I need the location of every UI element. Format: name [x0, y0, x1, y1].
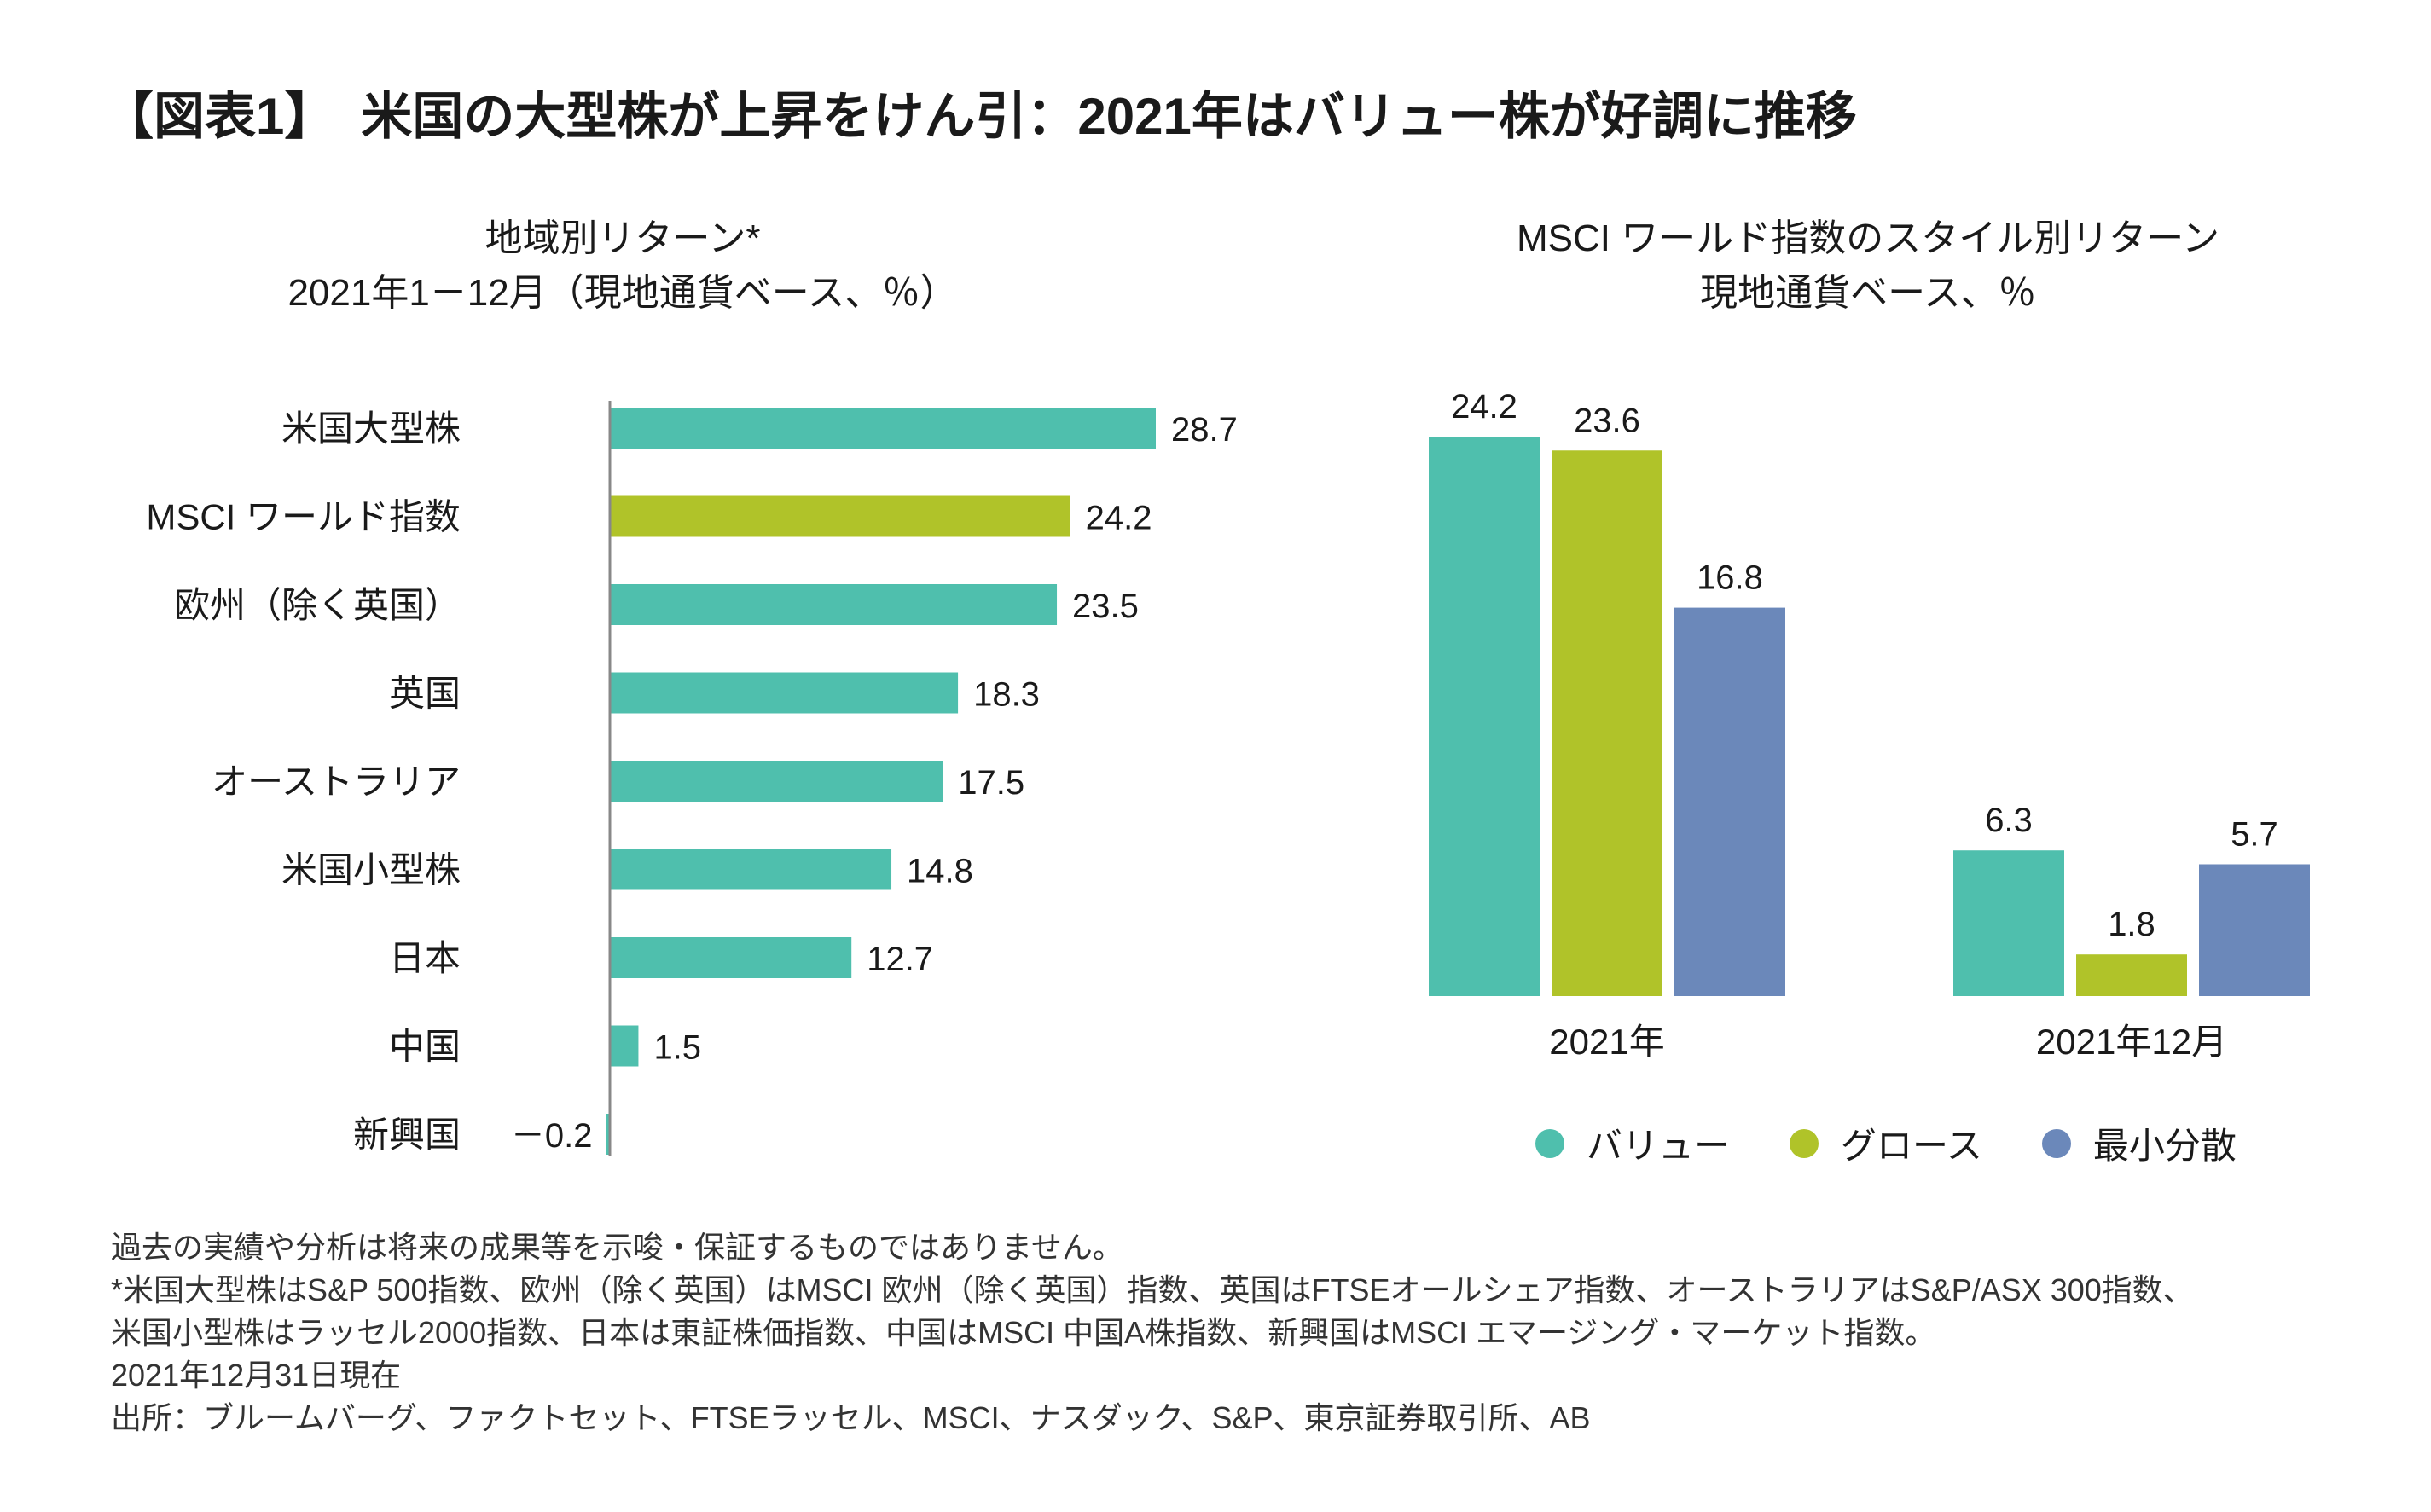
region-category-label: 中国	[389, 1027, 461, 1067]
left-chart-subtitle: 2021年1－12月（現地通貨ベース、％）	[287, 272, 958, 314]
legend-item-value: バリュー	[1535, 1117, 1730, 1169]
region-category-label: 英国	[389, 674, 461, 714]
legend-dot-value	[1535, 1128, 1564, 1158]
region-bar	[610, 761, 943, 802]
legend-label-growth: グロース	[1841, 1126, 1982, 1166]
legend-label-value: バリュー	[1587, 1126, 1731, 1166]
style-category-label: 2021年	[1549, 1022, 1664, 1062]
region-value-label: 18.3	[973, 676, 1040, 714]
region-bar	[610, 672, 959, 714]
region-bar	[606, 1114, 610, 1155]
region-value-label: 28.7	[1171, 411, 1238, 449]
style-value-label: 23.6	[1574, 402, 1640, 439]
style-value-label: 5.7	[2231, 815, 2278, 853]
region-category-label: 米国大型株	[281, 408, 461, 449]
style-category-label: 2021年12月	[2036, 1022, 2227, 1062]
footnotes: 過去の実績や分析は将来の成果等を示唆・保証するものではありません。 *米国大型株…	[111, 1226, 2194, 1440]
footnote-disclaimer: 過去の実績や分析は将来の成果等を示唆・保証するものではありません。	[111, 1230, 1123, 1265]
footnote-as-of-date: 2021年12月31日現在	[111, 1358, 402, 1393]
region-bar	[610, 1025, 639, 1067]
region-bar	[610, 495, 1070, 537]
left-chart-header: 地域別リターン* 2021年1－12月（現地通貨ベース、％）	[281, 211, 964, 321]
style-value-label: 24.2	[1451, 388, 1517, 426]
right-chart-subtitle: 現地通貨ベース、％	[1700, 272, 2036, 314]
style-bar	[1429, 437, 1540, 996]
region-category-label: 新興国	[353, 1115, 461, 1155]
style-bar	[1552, 450, 1662, 996]
footnote-index-definitions-2: 米国小型株はラッセル2000指数、日本は東証株価指数、中国はMSCI 中国A株指…	[111, 1315, 1936, 1350]
region-category-label: 米国小型株	[281, 850, 461, 890]
region-value-label: 17.5	[958, 764, 1024, 802]
legend-item-growth: グロース	[1790, 1117, 1982, 1169]
region-bar	[610, 408, 1156, 449]
style-value-label: 6.3	[1985, 802, 2033, 839]
page-title: 【図表1】 米国の大型株が上昇をけん引：2021年はバリュー株が好調に推移	[102, 88, 1857, 145]
style-bar	[2076, 954, 2187, 996]
style-bar	[1953, 850, 2064, 996]
region-bar	[610, 849, 892, 890]
style-value-label: 16.8	[1697, 559, 1763, 597]
region-category-label: 欧州（除く英国）	[174, 585, 461, 625]
region-category-label: 日本	[389, 938, 461, 978]
region-value-label: 14.8	[907, 853, 973, 890]
style-value-label: 1.8	[2108, 906, 2155, 943]
region-value-label: 1.5	[653, 1029, 701, 1067]
right-chart-header: MSCI ワールド指数のスタイル別リターン 現地通貨ベース、％	[1407, 211, 2329, 321]
region-value-label: 12.7	[867, 941, 933, 978]
legend-dot-minvol	[2041, 1128, 2071, 1158]
region-bar	[610, 584, 1058, 625]
legend-dot-growth	[1790, 1128, 1819, 1158]
region-category-label: オーストラリア	[212, 762, 461, 802]
footnote-index-definitions-1: *米国大型株はS&P 500指数、欧州（除く英国）はMSCI 欧州（除く英国）指…	[111, 1272, 2194, 1307]
region-value-label: 23.5	[1072, 588, 1139, 625]
right-chart-legend: バリュー グロース 最小分散	[1535, 1117, 2237, 1169]
legend-item-minvol: 最小分散	[2041, 1117, 2237, 1169]
region-category-label: MSCI ワールド指数	[146, 497, 461, 537]
legend-label-minvol: 最小分散	[2092, 1126, 2237, 1166]
region-bar	[610, 937, 852, 978]
region-value-label: －0.2	[511, 1117, 593, 1155]
left-chart-title: 地域別リターン*	[484, 217, 761, 259]
style-bar	[2199, 864, 2310, 996]
region-value-label: 24.2	[1086, 500, 1152, 537]
footnote-sources: 出所：ブルームバーグ、ファクトセット、FTSEラッセル、MSCI、ナスダック、S…	[111, 1400, 1591, 1435]
style-bar	[1674, 607, 1785, 996]
right-chart-title: MSCI ワールド指数のスタイル別リターン	[1516, 217, 2220, 259]
